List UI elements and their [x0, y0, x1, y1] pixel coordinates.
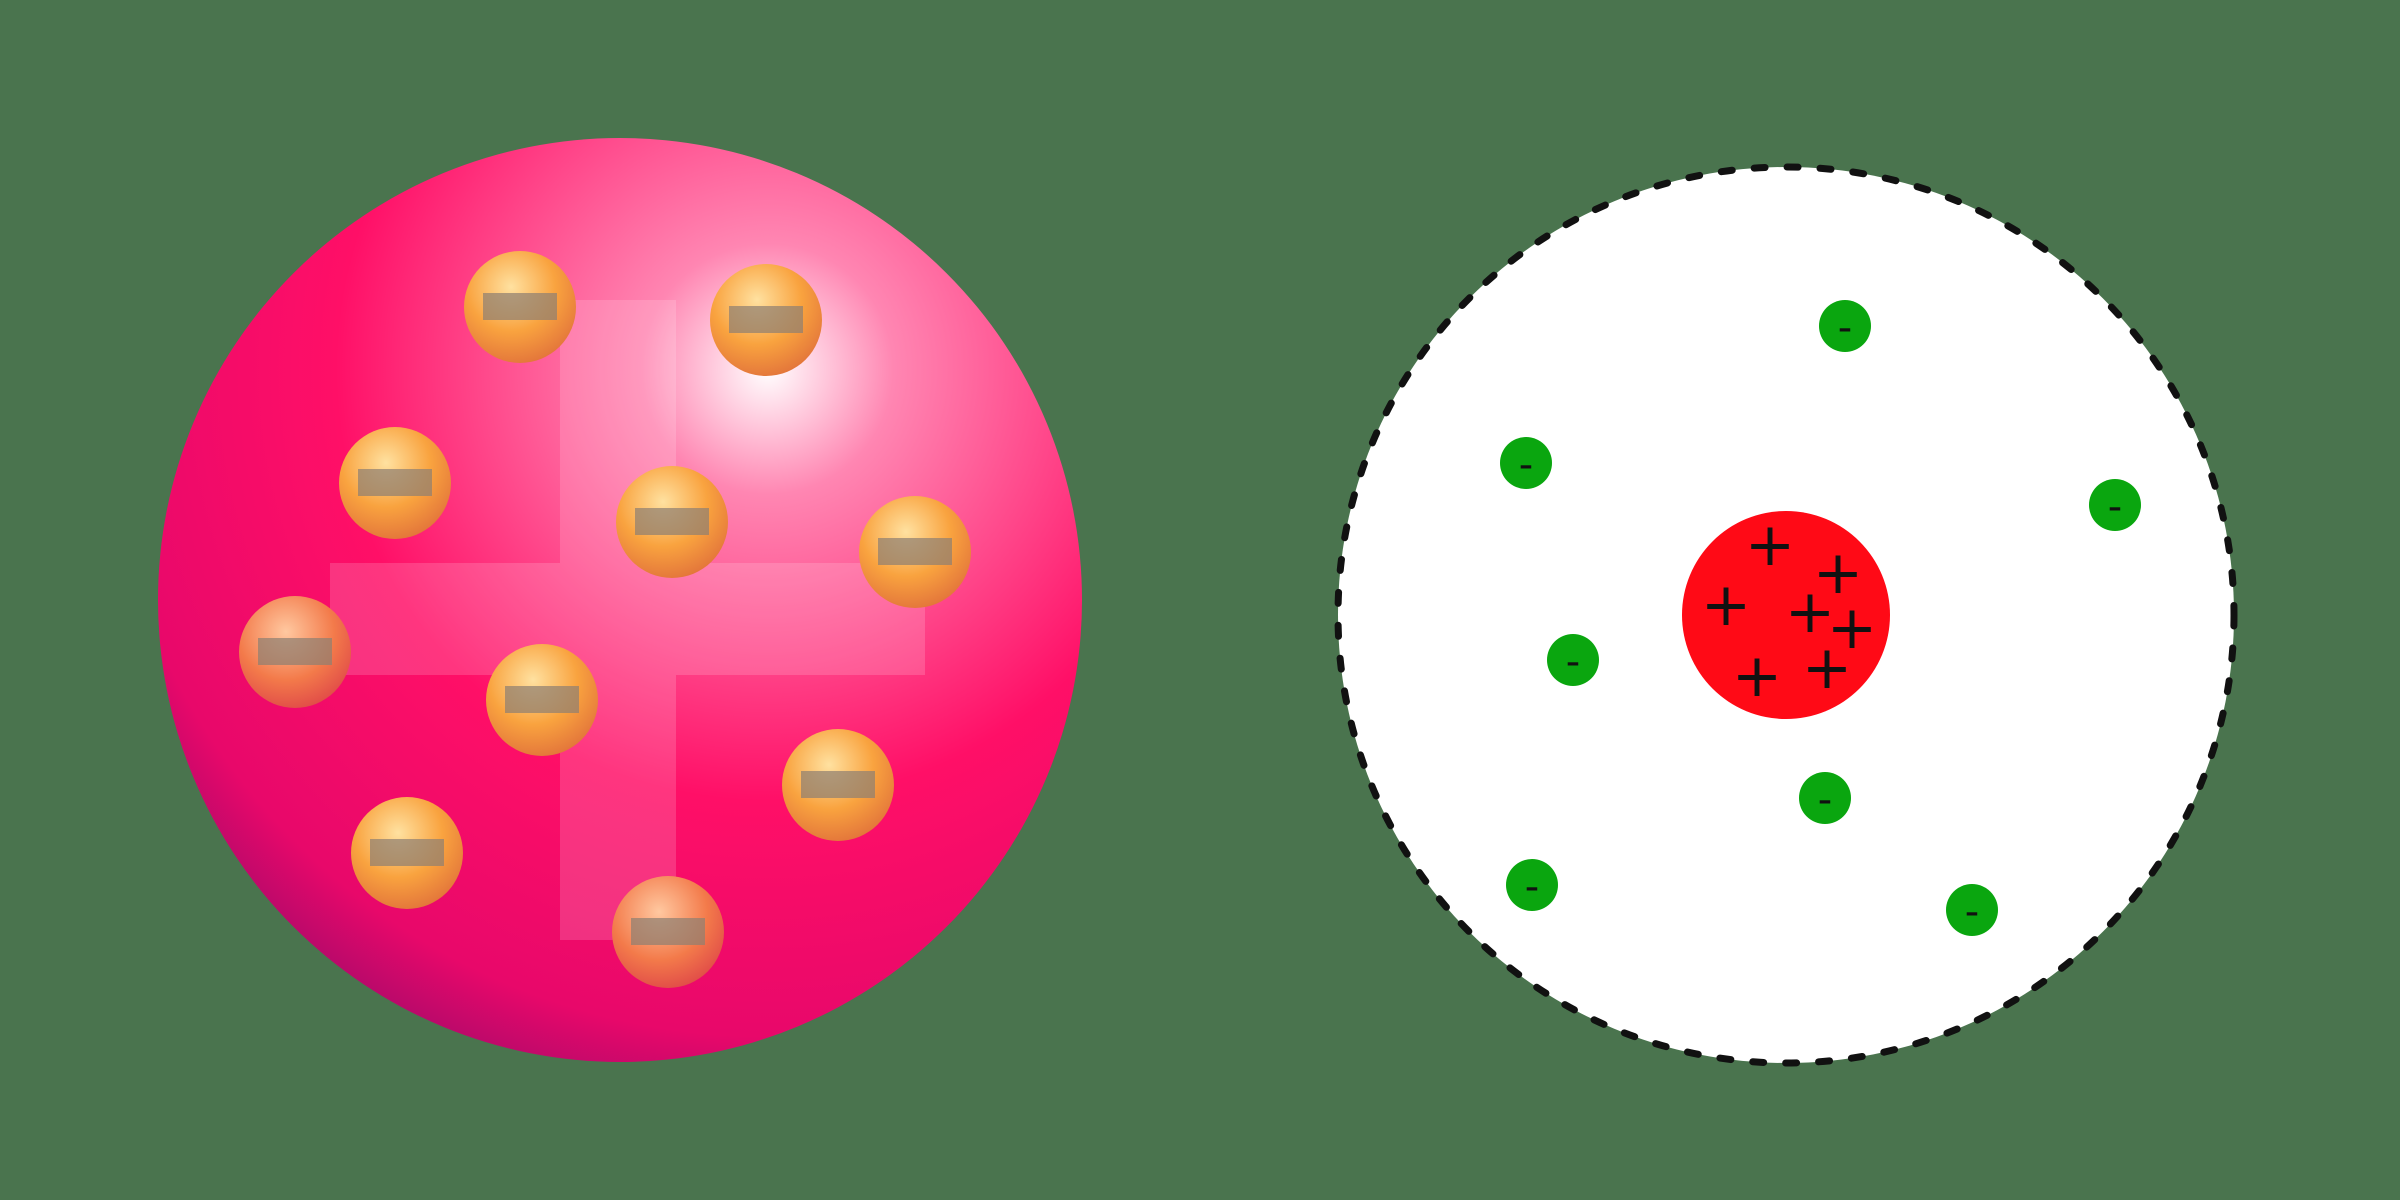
electron-minus-label: - — [1965, 889, 1979, 935]
electron — [616, 466, 728, 578]
electron-group — [239, 251, 971, 988]
electron — [239, 596, 351, 708]
minus-bar-icon — [505, 686, 579, 713]
nucleus-plus-label: + — [1732, 641, 1782, 711]
minus-bar-icon — [631, 918, 705, 945]
electron — [464, 251, 576, 363]
minus-bar-icon — [483, 293, 557, 320]
electron-group: - - - - - - - — [1500, 300, 2141, 936]
minus-bar-icon — [729, 306, 803, 333]
minus-bar-icon — [635, 508, 709, 535]
electron: - — [1819, 300, 1871, 352]
electron-minus-label: - — [1566, 639, 1580, 685]
electron: - — [1500, 437, 1552, 489]
minus-bar-icon — [801, 771, 875, 798]
plus-icon — [330, 300, 925, 940]
electron-minus-label: - — [2108, 484, 2122, 530]
electron-minus-label: - — [1838, 305, 1852, 351]
minus-bar-icon — [258, 638, 332, 665]
electron-minus-label: - — [1519, 442, 1533, 488]
nucleus-plus-label: + — [1813, 538, 1863, 608]
electron: - — [1506, 859, 1558, 911]
electron — [710, 264, 822, 376]
electron: - — [2089, 479, 2141, 531]
nucleus — [1682, 511, 1890, 719]
minus-bar-icon — [358, 469, 432, 496]
electron — [486, 644, 598, 756]
electron — [859, 496, 971, 608]
electron-minus-label: - — [1525, 864, 1539, 910]
electron — [351, 797, 463, 909]
nucleus-charges: + ++ +++ + — [1701, 510, 1877, 711]
nucleus-plus-label: + — [1785, 577, 1835, 647]
minus-bar-icon — [878, 538, 952, 565]
nucleus-plus-label: + — [1827, 593, 1877, 663]
nucleus-plus-label: + — [1802, 633, 1852, 703]
rutherford-nuclear-model: + ++ +++ + ------- — [1334, 163, 2238, 1067]
electron — [339, 427, 451, 539]
electron: - — [1946, 884, 1998, 936]
electron — [612, 876, 724, 988]
nucleus-plus-label: + — [1745, 510, 1795, 580]
electron: - — [1799, 772, 1851, 824]
nucleus-plus-label: + — [1701, 570, 1751, 640]
electron-minus-label: - — [1818, 777, 1832, 823]
electron — [782, 729, 894, 841]
thomson-plum-pudding-model — [158, 138, 1082, 1062]
electron: - — [1547, 634, 1599, 686]
minus-bar-icon — [370, 839, 444, 866]
